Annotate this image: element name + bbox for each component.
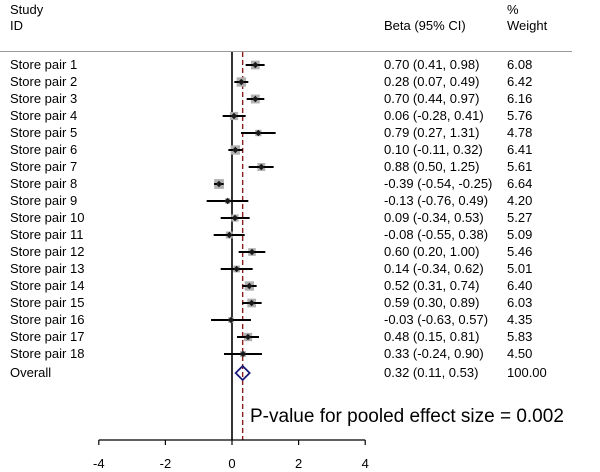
point-estimate-marker (244, 333, 252, 341)
row-ci: 0.06 (-0.28, 0.41) (384, 108, 484, 123)
point-estimate-marker (232, 146, 239, 154)
row-ci: 0.70 (0.41, 0.98) (384, 57, 480, 72)
row-weight: 6.42 (507, 74, 533, 89)
row-ci: 0.79 (0.27, 1.31) (384, 125, 480, 140)
row-ci: 0.59 (0.30, 0.89) (384, 295, 480, 310)
row-weight: 5.46 (507, 244, 533, 259)
header-weight: Weight (507, 18, 548, 33)
row-label: Store pair 17 (10, 329, 85, 344)
row-weight: 4.78 (507, 125, 533, 140)
header-separator (0, 51, 572, 52)
point-estimate-marker (255, 129, 262, 137)
row-weight: 6.16 (507, 91, 533, 106)
x-axis-tick-label: 2 (295, 456, 302, 471)
row-ci: -0.39 (-0.54, -0.25) (384, 176, 493, 191)
point-estimate-marker (258, 163, 265, 171)
point-estimate-marker (239, 350, 247, 358)
point-estimate-marker (252, 61, 259, 69)
row-weight: 4.20 (507, 193, 533, 208)
point-estimate-marker (224, 197, 231, 205)
row-weight: 6.08 (507, 57, 533, 72)
header-id: ID (10, 18, 23, 33)
x-axis-tick-label: 0 (228, 456, 235, 471)
overall-label: Overall (10, 365, 52, 380)
x-axis-tick-label: -2 (160, 456, 172, 471)
row-weight: 5.61 (507, 159, 533, 174)
row-ci: 0.52 (0.31, 0.74) (384, 278, 480, 293)
row-ci: -0.08 (-0.55, 0.38) (384, 227, 489, 242)
point-estimate-marker (227, 316, 235, 324)
point-estimate-marker (238, 78, 245, 86)
row-ci: 0.48 (0.15, 0.81) (384, 329, 480, 344)
row-weight: 5.76 (507, 108, 533, 123)
point-estimate-marker (215, 180, 223, 188)
row-label: Store pair 4 (10, 108, 78, 123)
row-label: Store pair 9 (10, 193, 78, 208)
row-label: Store pair 10 (10, 210, 85, 225)
row-ci: 0.28 (0.07, 0.49) (384, 74, 480, 89)
row-ci: 0.70 (0.44, 0.97) (384, 91, 480, 106)
row-weight: 6.03 (507, 295, 533, 310)
row-weight: 6.64 (507, 176, 533, 191)
x-axis-tick-label: -4 (93, 456, 105, 471)
overall-ci: 0.32 (0.11, 0.53) (384, 365, 479, 380)
row-label: Store pair 3 (10, 91, 78, 106)
row-label: Store pair 16 (10, 312, 85, 327)
row-label: Store pair 7 (10, 159, 78, 174)
row-label: Store pair 2 (10, 74, 78, 89)
overall-weight: 100.00 (507, 365, 547, 380)
point-estimate-marker (248, 299, 255, 307)
point-estimate-marker (226, 231, 233, 239)
row-weight: 4.50 (507, 346, 533, 361)
row-label: Store pair 11 (10, 227, 84, 242)
row-ci: 0.60 (0.20, 1.00) (384, 244, 480, 259)
row-label: Store pair 13 (10, 261, 85, 276)
row-ci: 0.14 (-0.34, 0.62) (384, 261, 484, 276)
row-label: Store pair 18 (10, 346, 85, 361)
row-weight: 5.27 (507, 210, 533, 225)
row-weight: 6.40 (507, 278, 533, 293)
row-label: Store pair 5 (10, 125, 78, 140)
point-estimate-marker (246, 282, 253, 290)
point-estimate-marker (233, 265, 240, 273)
row-ci: 0.10 (-0.11, 0.32) (384, 142, 483, 157)
row-label: Store pair 12 (10, 244, 85, 259)
header-percent: % (507, 2, 519, 17)
pooled-pvalue-note: P-value for pooled effect size = 0.002 (250, 406, 564, 427)
row-ci: 0.88 (0.50, 1.25) (384, 159, 480, 174)
row-weight: 5.01 (507, 261, 533, 276)
overall-diamond (234, 364, 251, 382)
row-weight: 6.41 (507, 142, 533, 157)
row-label: Store pair 15 (10, 295, 85, 310)
point-estimate-marker (230, 112, 238, 120)
point-estimate-marker (252, 95, 259, 103)
row-label: Store pair 6 (10, 142, 78, 157)
header-study: Study (10, 2, 44, 17)
row-label: Store pair 8 (10, 176, 78, 191)
row-label: Store pair 14 (10, 278, 85, 293)
row-label: Store pair 1 (10, 57, 78, 72)
point-estimate-marker (231, 214, 239, 222)
row-weight: 5.09 (507, 227, 533, 242)
row-ci: 0.09 (-0.34, 0.53) (384, 210, 484, 225)
header-ci: Beta (95% CI) (384, 18, 466, 33)
row-ci: -0.03 (-0.63, 0.57) (384, 312, 489, 327)
row-weight: 5.83 (507, 329, 533, 344)
row-ci: 0.33 (-0.24, 0.90) (384, 346, 484, 361)
row-weight: 4.35 (507, 312, 533, 327)
point-estimate-marker (248, 248, 256, 256)
row-ci: -0.13 (-0.76, 0.49) (384, 193, 489, 208)
x-axis-tick-label: 4 (362, 456, 369, 471)
